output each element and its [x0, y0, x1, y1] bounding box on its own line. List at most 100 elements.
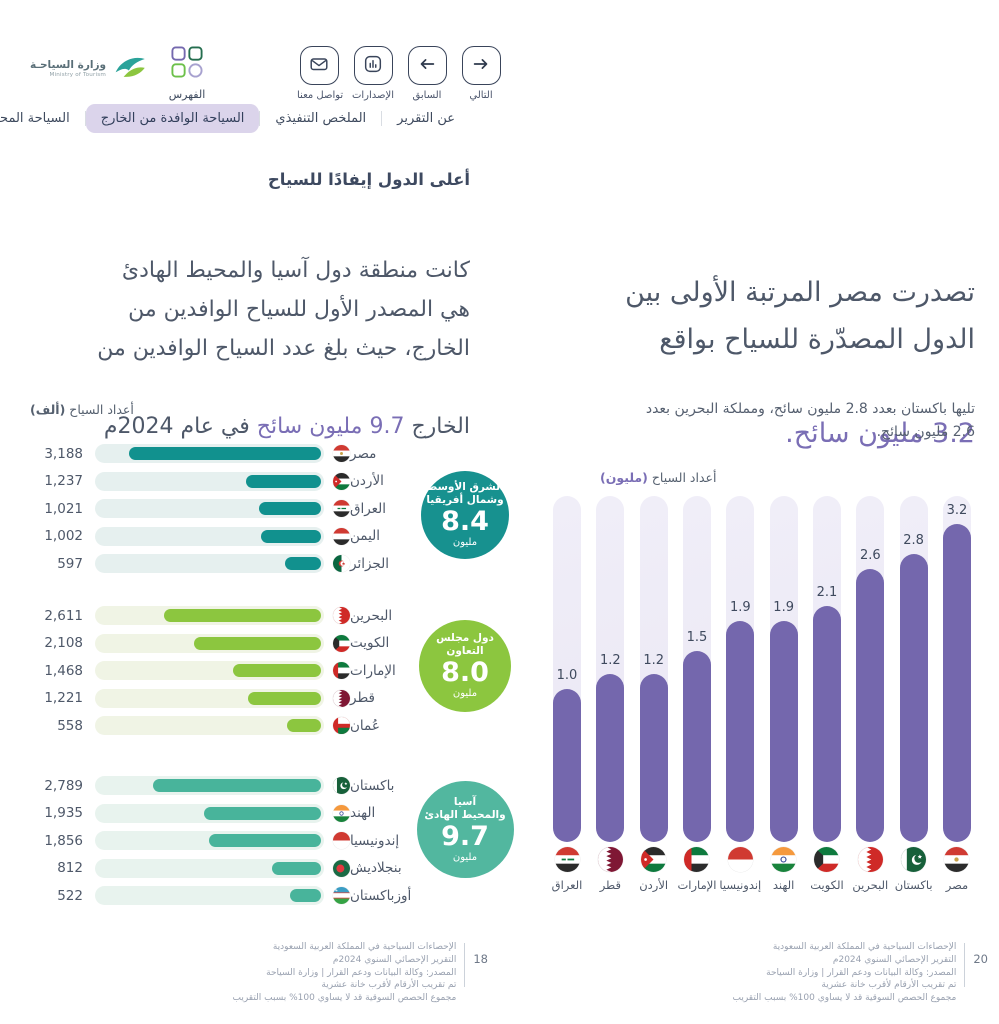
contact-button[interactable]: [299, 46, 339, 85]
footer-divider: [464, 943, 466, 987]
tab-domestic-tourism[interactable]: السياحة المحلية: [0, 111, 70, 126]
bar-fill: [128, 447, 321, 460]
ministry-of-tourism-logo[interactable]: وزارة السياحـة Ministry of Tourism: [30, 52, 146, 86]
next-button[interactable]: [461, 46, 501, 85]
tab-divider: [84, 111, 86, 126]
column-bar-jordan: [639, 674, 668, 842]
column-country-label: باكستان: [894, 878, 933, 892]
lead-paragraph-highlight: 9.7 مليون سائح: [256, 414, 405, 439]
country-label: الإمارات: [350, 662, 396, 679]
bar-track: [95, 886, 324, 905]
footer-divider: [964, 943, 966, 987]
region-badge-3: آسيا والمحيط الهادئ 9.7 مليون: [416, 781, 514, 878]
bar-row-bangladesh: 812 بنجلاديش: [30, 858, 472, 878]
flag-uae-icon: [684, 847, 710, 872]
bar-fill: [287, 719, 321, 732]
left-section-title: أعلى الدول إيفادًا للسياح: [267, 170, 470, 189]
tab-inbound-tourism[interactable]: السياحة الوافدة من الخارج: [85, 104, 260, 133]
column-value-label: 1.2: [599, 653, 621, 668]
column-country-label: الكويت: [810, 878, 844, 892]
nav-button-previous: السابق: [405, 46, 449, 101]
column-country-label: الأردن: [639, 878, 669, 892]
lead-paragraph-pre: الخارج: [404, 414, 470, 439]
logo-title-arabic: وزارة السياحـة: [30, 59, 107, 72]
bar-fill: [204, 806, 321, 820]
right-axis-text: أعداد السياح: [647, 470, 717, 485]
left-chart-axis-label: أعداد السياح (ألف): [30, 402, 134, 417]
previous-button[interactable]: [407, 46, 447, 85]
bar-track: [95, 444, 324, 463]
flag-pakistan-icon: [901, 847, 927, 872]
column-country-label: البحرين: [852, 878, 889, 892]
bar-value-label: 1,856: [44, 832, 83, 849]
bar-track: [95, 661, 324, 680]
country-label: باكستان: [350, 777, 395, 794]
flag-yemen-icon: [333, 527, 350, 545]
bar-track: [95, 688, 324, 708]
footer-source-line: التقرير الإحصائي السنوي 2024م: [332, 954, 457, 965]
flag-pakistan-icon: [333, 777, 350, 794]
bar-track: [95, 831, 324, 850]
logo-subtitle-english: Ministry of Tourism: [49, 71, 107, 78]
column-bar-egypt: [942, 524, 971, 842]
bar-row-yemen: 1,002 اليمن: [30, 526, 472, 546]
bar-track: [95, 858, 324, 878]
region-total-unit: مليون: [452, 851, 478, 863]
flag-jordan-icon: [333, 472, 350, 490]
column-country-label: إندونيسيا: [719, 878, 762, 892]
bar-track: [95, 803, 324, 823]
bar-row-pakistan: 2,789 باكستان: [30, 776, 472, 795]
tab-bar: عن التقرير الملخص التنفيذي السياحة الوافدة…: [0, 104, 470, 133]
bar-fill: [193, 636, 321, 650]
left-lead-paragraph: كانت منطقة دول آسيا والمحيط الهادئ هي ال…: [18, 212, 470, 446]
releases-button[interactable]: [353, 46, 393, 85]
arrow-left-icon: [416, 53, 438, 79]
bar-value-label: 2,108: [44, 635, 83, 651]
country-label: أوزباكستان: [350, 887, 412, 904]
flag-iraq-icon: [333, 500, 350, 517]
country-label: الكويت: [350, 635, 390, 651]
flag-iraq-icon: [554, 847, 580, 872]
index-button[interactable]: الفهرس: [163, 46, 211, 101]
tab-executive-summary[interactable]: الملخص التنفيذي: [275, 111, 367, 126]
bar-fill: [259, 502, 321, 515]
bar-track: [95, 526, 324, 546]
bar-value-label: 1,935: [44, 805, 83, 821]
country-label: بنجلاديش: [350, 860, 402, 876]
bar-value-label: 2,789: [44, 777, 83, 794]
tab-about-report[interactable]: عن التقرير: [397, 111, 455, 126]
column-bar-bahrain: [856, 569, 885, 842]
column-bar-iraq: [553, 689, 581, 842]
flag-india-icon: [771, 847, 797, 872]
bar-fill: [152, 779, 321, 792]
footer-source-line: مجموع الحصص السوقية قد لا يساوي 100% بسب…: [732, 993, 957, 1004]
column-value-label: 1.9: [773, 600, 794, 615]
bar-value-label: 558: [57, 717, 83, 734]
column-value-label: 1.0: [556, 668, 578, 683]
right-subtext: تليها باكستان بعدد 2.8 مليون سائح، ومملك…: [645, 401, 975, 440]
left-page-footer: 18 الإحصاءات السياحية في المملكة العربية…: [232, 941, 488, 1005]
column-country-label: الهند: [772, 878, 795, 892]
bar-row-oman: 558 عُمان: [30, 716, 472, 735]
flag-indonesia-icon: [727, 847, 753, 872]
bar-track: [95, 606, 324, 625]
region-total-value: 8.0: [441, 657, 489, 688]
bar-track: [95, 554, 324, 573]
footer-source-line: المصدر: وكالة البيانات ودعم القرار | وزا…: [266, 967, 457, 978]
column-country-label: مصر: [945, 878, 969, 892]
nav-buttons: تواصل معنا الإصدارات السابق التالي: [297, 46, 503, 101]
country-label: عُمان: [350, 717, 380, 734]
right-chart-axis-label: أعداد السياح (مليون): [600, 470, 716, 485]
nav-button-contact: تواصل معنا: [297, 46, 343, 101]
flag-india-icon: [333, 804, 350, 822]
region-total-unit: مليون: [452, 688, 478, 699]
footer-source-line: التقرير الإحصائي السنوي 2024م: [832, 954, 957, 965]
column-bar-pakistan: [899, 554, 928, 842]
flag-kuwait-icon: [814, 847, 840, 872]
flag-bangladesh-icon: [333, 859, 350, 877]
bar-fill: [285, 557, 321, 570]
country-label: البحرين: [350, 607, 393, 624]
bar-fill: [260, 529, 321, 543]
flag-qatar-icon: [333, 689, 350, 707]
flag-algeria-icon: [333, 555, 350, 572]
